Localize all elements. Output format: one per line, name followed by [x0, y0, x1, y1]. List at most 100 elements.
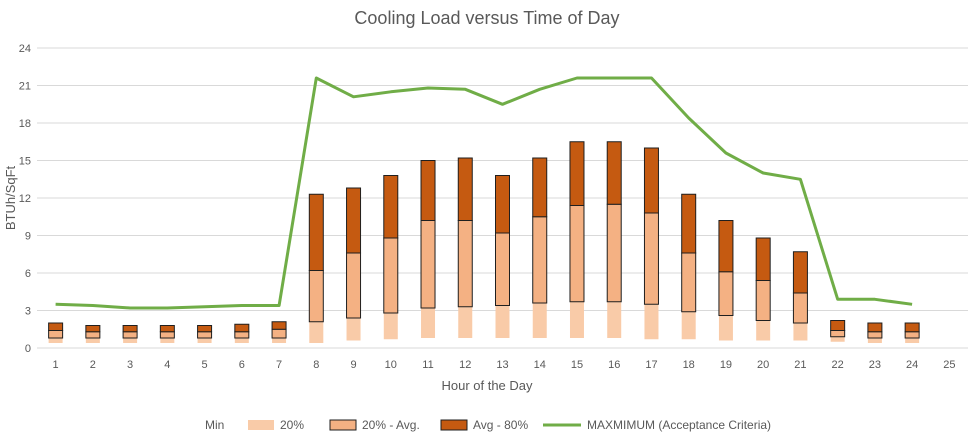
bar-20pct [383, 313, 398, 340]
x-tick-label: 24 [906, 359, 918, 371]
bar-20pct [495, 305, 510, 338]
bar-20pct-avg [755, 280, 771, 321]
y-tick-label: 24 [19, 43, 31, 55]
bar-20pct-avg [197, 331, 213, 339]
bar-20pct-avg [48, 330, 64, 339]
bar-20pct-avg [122, 331, 138, 339]
x-axis-ticks: 1 2 3 4 5 6 7 8 9 10 11 12 13 14 15 16 17 18 19 20 21 22 23 24 2… [53, 359, 956, 371]
bar-avg-80pct [308, 193, 324, 271]
bar-20pct [123, 338, 138, 343]
bar-stacks [48, 141, 920, 343]
bar-20pct [458, 306, 473, 338]
legend-max-label: MAXMIMUM (Acceptance Criteria) [587, 418, 771, 432]
bar-20pct-avg [867, 331, 883, 339]
bar-avg-80pct [867, 322, 883, 333]
y-tick-label: 15 [19, 156, 31, 168]
bar-20pct [905, 338, 920, 343]
max-acceptance-line [55, 76, 913, 310]
bar-avg-80pct [606, 141, 622, 205]
bar-20pct-avg [159, 331, 175, 339]
y-tick-label: 6 [25, 268, 31, 280]
bar-avg-80pct [197, 325, 213, 333]
bar-avg-80pct [532, 157, 548, 218]
bar-avg-80pct [85, 325, 101, 333]
x-tick-label: 1 [53, 359, 59, 371]
x-tick-label: 10 [385, 359, 397, 371]
bar-20pct-avg [792, 292, 808, 324]
bar-avg-80pct [420, 160, 436, 221]
legend-avg-80pct-label: Avg - 80% [473, 418, 528, 432]
bar-20pct-avg [85, 331, 101, 339]
bar-20pct [867, 338, 882, 343]
y-tick-label: 18 [19, 118, 31, 130]
x-tick-label: 18 [683, 359, 695, 371]
bar-20pct [234, 338, 249, 343]
legend-20pct-avg-swatch [329, 419, 357, 431]
bar-avg-80pct [271, 321, 287, 330]
x-tick-label: 17 [645, 359, 657, 371]
bar-20pct-avg [271, 328, 287, 339]
y-tick-label: 3 [25, 306, 31, 318]
x-tick-label: 21 [794, 359, 806, 371]
bar-avg-80pct [457, 157, 473, 221]
bar-20pct [272, 338, 287, 343]
bar-20pct [681, 311, 696, 340]
bar-avg-80pct [643, 147, 659, 214]
legend-min-label: Min [205, 418, 224, 432]
bar-20pct-avg [308, 270, 324, 323]
y-axis-ticks: 0 3 6 9 12 15 18 21 24 [19, 43, 31, 355]
y-tick-label: 21 [19, 81, 31, 93]
bar-20pct [756, 320, 771, 341]
bar-20pct-avg [383, 237, 399, 314]
bar-avg-80pct [159, 325, 175, 333]
x-axis-label: Hour of the Day [441, 378, 533, 393]
bar-20pct-avg [495, 232, 510, 306]
x-tick-label: 9 [350, 359, 356, 371]
bar-20pct-avg [606, 203, 622, 303]
x-tick-label: 11 [422, 359, 433, 371]
bar-avg-80pct [569, 141, 585, 206]
bar-avg-80pct [495, 175, 510, 234]
bar-20pct-avg [643, 212, 659, 305]
x-tick-label: 3 [127, 359, 133, 371]
y-tick-label: 9 [25, 231, 31, 243]
bar-20pct [85, 338, 100, 343]
legend-20pct-swatch [248, 420, 274, 430]
x-tick-label: 8 [313, 359, 319, 371]
bar-20pct-avg [457, 220, 473, 308]
bar-20pct-avg [830, 330, 846, 338]
bar-20pct-avg [420, 220, 436, 309]
bar-20pct [793, 323, 808, 341]
x-tick-label: 5 [202, 359, 208, 371]
chart-title: Cooling Load versus Time of Day [354, 8, 619, 28]
bar-avg-80pct [718, 220, 734, 273]
x-tick-label: 19 [720, 359, 732, 371]
x-tick-label: 22 [832, 359, 844, 371]
bar-20pct-avg [681, 252, 697, 313]
x-tick-label: 4 [164, 359, 170, 371]
bar-20pct-avg [718, 271, 734, 316]
x-tick-label: 12 [459, 359, 471, 371]
bar-20pct-avg [904, 331, 920, 339]
legend: Min 20% 20% - Avg. Avg - 80% MAXMIMUM (Accep… [205, 418, 771, 432]
bar-avg-80pct [346, 187, 362, 254]
x-tick-label: 14 [534, 359, 546, 371]
x-tick-label: 16 [608, 359, 620, 371]
bar-20pct [346, 318, 361, 341]
bar-20pct [644, 304, 659, 340]
bar-20pct [532, 303, 547, 338]
bar-20pct [607, 301, 622, 338]
x-tick-label: 15 [571, 359, 583, 371]
bar-avg-80pct [681, 193, 697, 254]
bar-20pct [48, 338, 63, 343]
bar-20pct [309, 321, 324, 343]
x-tick-label: 6 [239, 359, 245, 371]
legend-20pct-avg-label: 20% - Avg. [362, 418, 420, 432]
x-tick-label: 13 [496, 359, 508, 371]
y-tick-label: 0 [25, 343, 31, 355]
bar-20pct [569, 301, 584, 338]
bar-avg-80pct [234, 323, 250, 333]
bar-20pct-avg [346, 252, 362, 319]
bar-20pct-avg [234, 331, 250, 339]
